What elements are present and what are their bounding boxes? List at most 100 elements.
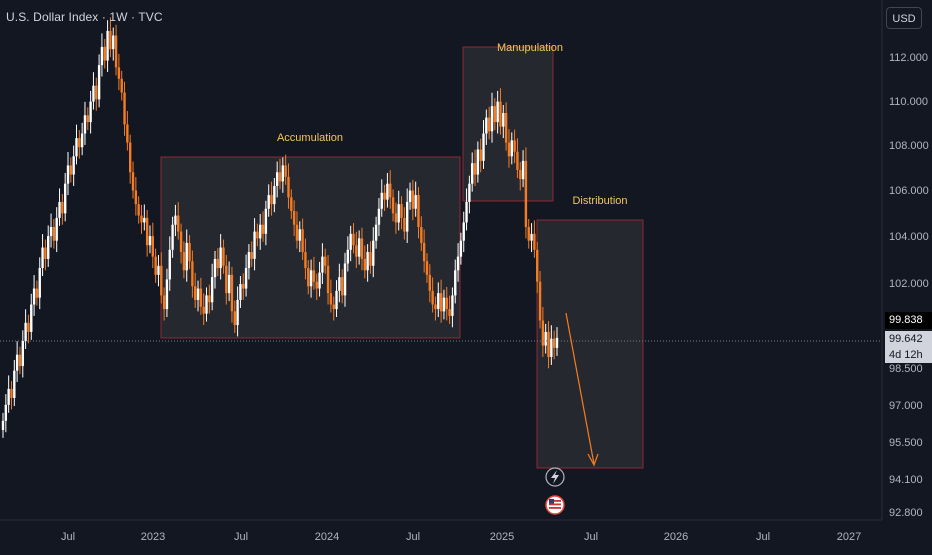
candle-body — [391, 197, 395, 214]
candle-body — [329, 293, 333, 305]
candle-body — [148, 236, 152, 246]
candle-body — [471, 163, 474, 184]
candle-body — [112, 35, 115, 50]
candle-body — [109, 30, 112, 50]
candle-body — [157, 265, 160, 275]
candle-body — [400, 204, 403, 218]
candle-body — [343, 263, 347, 296]
candle-body — [83, 115, 87, 134]
candle-body — [527, 227, 530, 241]
candle-body — [21, 341, 24, 367]
candle-body — [30, 304, 33, 332]
candles — [1, 17, 559, 438]
candle-body — [131, 172, 135, 191]
candle-body — [538, 281, 542, 321]
candle-body — [219, 247, 222, 269]
candle-body — [191, 261, 194, 287]
us-flag-icon[interactable] — [545, 495, 565, 515]
candle-body — [222, 247, 225, 266]
currency-button[interactable]: USD — [886, 7, 922, 29]
candle-body — [394, 213, 398, 223]
time-label: 2026 — [664, 531, 688, 543]
candle-body — [210, 277, 214, 303]
candle-body — [114, 35, 118, 68]
candle-body — [360, 238, 364, 259]
candle-body — [18, 354, 22, 367]
candle-body — [383, 192, 386, 200]
candle-body — [502, 113, 505, 127]
zone-box-1[interactable] — [462, 46, 554, 202]
candle-body — [63, 183, 67, 214]
candle-body — [321, 256, 324, 273]
candle-body — [126, 124, 129, 143]
candle-body — [541, 320, 545, 346]
candle-body — [428, 274, 432, 291]
candle-body — [468, 183, 471, 202]
candle-body — [456, 256, 460, 271]
candle-body — [61, 201, 64, 214]
candle-body — [420, 227, 423, 243]
candle-body — [145, 217, 149, 246]
candle-body — [247, 252, 251, 269]
candle-body — [10, 388, 13, 398]
candle-body — [239, 284, 242, 300]
candle-body — [318, 272, 321, 289]
candle-body — [242, 284, 245, 289]
lightning-icon[interactable] — [545, 467, 565, 487]
zone-label-1: Manupulation — [497, 42, 563, 54]
candle-body — [547, 331, 550, 357]
candle-body — [516, 151, 519, 170]
candle-body — [92, 85, 95, 102]
candle-body — [544, 331, 547, 346]
candle-body — [389, 183, 392, 198]
candle-body — [476, 149, 480, 175]
candle-body — [485, 117, 488, 134]
time-label: Jul — [756, 531, 770, 543]
candle-body — [380, 192, 383, 209]
candle-body — [414, 195, 417, 209]
candle-body — [425, 261, 429, 275]
candle-body — [52, 227, 56, 241]
candle-body — [555, 337, 559, 348]
candle-body — [174, 215, 177, 225]
candle-body — [312, 270, 316, 282]
candle-body — [216, 258, 220, 269]
candle-body — [58, 201, 61, 218]
candle-body — [162, 295, 166, 310]
candle-body — [1, 420, 5, 430]
price-label: 92.800 — [889, 507, 923, 519]
candle-body — [445, 297, 448, 310]
candle-body — [386, 183, 389, 200]
candle-body — [103, 46, 106, 61]
candle-body — [47, 236, 50, 259]
zone-box-2[interactable] — [536, 219, 644, 469]
candle-body — [225, 265, 228, 294]
candle-body — [411, 190, 415, 209]
candle-body — [80, 133, 84, 148]
candle-body — [72, 156, 75, 175]
candle-body — [510, 140, 513, 157]
candle-body — [301, 229, 304, 253]
candle-body — [143, 217, 146, 223]
candle-body — [372, 240, 375, 266]
candle-body — [473, 163, 477, 175]
candle-body — [521, 160, 525, 180]
candle-body — [366, 252, 369, 271]
candle-body — [44, 247, 47, 259]
candle-body — [123, 92, 126, 125]
candle-body — [417, 195, 420, 227]
candle-body — [281, 165, 285, 182]
candle-body — [335, 290, 338, 310]
candle-body — [199, 288, 203, 307]
candle-body — [154, 256, 157, 275]
projection-arrow[interactable] — [565, 312, 599, 467]
candle-body — [177, 215, 180, 232]
candle-body — [4, 404, 8, 421]
time-label: 2024 — [315, 531, 339, 543]
candle-body — [182, 252, 186, 271]
candle-body — [487, 117, 491, 132]
candle-body — [15, 354, 19, 371]
symbol-title[interactable]: U.S. Dollar Index · 1W · TVC — [6, 10, 163, 24]
